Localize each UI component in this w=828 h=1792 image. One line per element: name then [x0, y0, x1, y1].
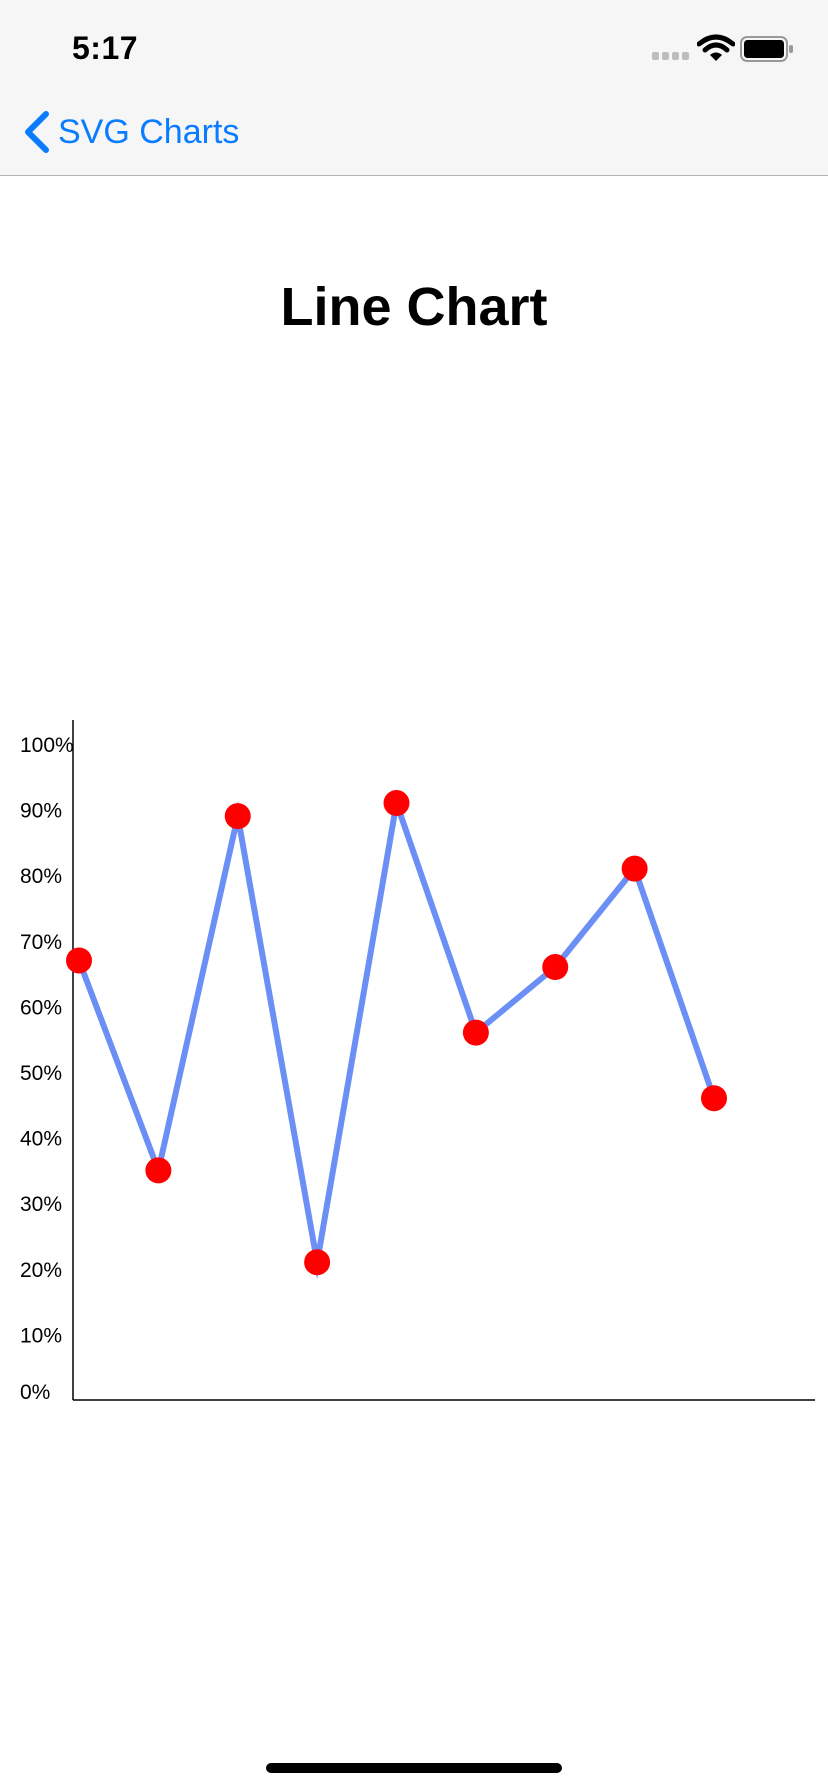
cellular-signal-icon — [652, 52, 689, 60]
data-point — [462, 1019, 489, 1046]
y-tick-label: 10% — [20, 1324, 62, 1347]
data-point — [66, 947, 92, 974]
y-tick-label: 70% — [20, 931, 62, 954]
home-indicator[interactable] — [266, 1763, 562, 1773]
y-tick-label: 20% — [20, 1259, 62, 1282]
line-chart: 0% 10% 20% 30% 40% 50% 60% 70% 80% 90% 100% — [20, 720, 815, 1404]
navigation-bar: 5:17 SVG Charts — [0, 0, 828, 176]
y-tick-label: 30% — [20, 1193, 62, 1216]
data-point — [304, 1249, 331, 1276]
y-tick-label: 0% — [20, 1381, 50, 1404]
data-point — [701, 1085, 727, 1112]
back-button-label: SVG Charts — [58, 112, 240, 151]
page-title: Line Chart — [280, 277, 548, 337]
wifi-icon — [697, 34, 735, 61]
y-tick-label: 80% — [20, 865, 62, 888]
series-line — [76, 791, 717, 1280]
data-point — [621, 855, 648, 882]
status-time: 5:17 — [72, 30, 139, 66]
back-button[interactable]: SVG Charts — [22, 108, 239, 156]
battery-icon — [740, 36, 793, 62]
y-tick-label: 50% — [20, 1062, 62, 1085]
y-tick-label: 60% — [20, 996, 62, 1019]
data-point — [383, 790, 410, 817]
chevron-left-icon — [25, 111, 49, 153]
y-tick-label: 100% — [20, 734, 74, 757]
y-tick-label: 90% — [20, 800, 62, 823]
y-tick-label: 40% — [20, 1128, 62, 1151]
data-point — [224, 803, 251, 830]
data-point — [145, 1157, 172, 1184]
data-point — [542, 954, 569, 981]
